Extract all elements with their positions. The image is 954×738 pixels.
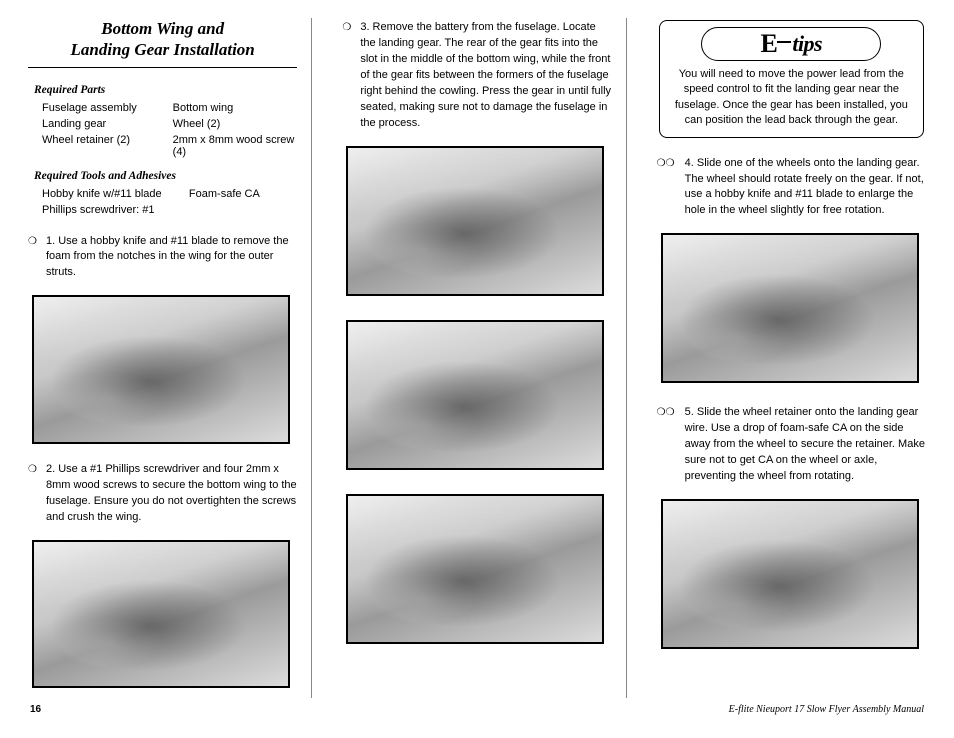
page-footer: 16 E-flite Nieuport 17 Slow Flyer Assemb… (28, 704, 926, 715)
footer-title: E-flite Nieuport 17 Slow Flyer Assembly … (729, 704, 924, 715)
required-parts-heading: Required Parts (34, 84, 297, 96)
required-tools-list: Hobby knife w/#11 blade Foam-safe CA Phi… (42, 188, 297, 216)
tool-cell (189, 204, 297, 216)
step-2-text: 2. Use a #1 Phillips screwdriver and fou… (46, 462, 297, 526)
column-2: ❍ 3. Remove the battery from the fuselag… (334, 18, 626, 698)
step-4-photo (661, 233, 919, 383)
section-title: Bottom Wing and Landing Gear Installatio… (28, 18, 297, 68)
step-2-photo (32, 540, 290, 688)
step-3-photo-c (346, 494, 604, 644)
step-5: ❍❍ 5. Slide the wheel retainer onto the … (657, 405, 926, 485)
section-title-line1: Bottom Wing and (101, 19, 224, 38)
checkbox-double-icon: ❍❍ (657, 405, 685, 485)
checkbox-double-icon: ❍❍ (657, 156, 685, 220)
tool-cell: Foam-safe CA (189, 188, 297, 200)
step-4: ❍❍ 4. Slide one of the wheels onto the l… (657, 156, 926, 220)
checkbox-icon: ❍ (342, 20, 360, 132)
tool-cell: Hobby knife w/#11 blade (42, 188, 183, 200)
step-5-text: 5. Slide the wheel retainer onto the lan… (685, 405, 926, 485)
etips-box: Etips You will need to move the power le… (659, 20, 924, 138)
part-cell: Wheel (2) (173, 118, 298, 130)
checkbox-icon: ❍ (28, 234, 46, 282)
etips-logo-e: E (760, 29, 777, 59)
page-columns: Bottom Wing and Landing Gear Installatio… (28, 18, 926, 698)
step-2: ❍ 2. Use a #1 Phillips screwdriver and f… (28, 462, 297, 526)
part-cell: Wheel retainer (2) (42, 134, 167, 158)
part-cell: Landing gear (42, 118, 167, 130)
page-number: 16 (30, 704, 41, 715)
etips-logo: Etips (701, 27, 881, 61)
column-1: Bottom Wing and Landing Gear Installatio… (28, 18, 312, 698)
tool-cell: Phillips screwdriver: #1 (42, 204, 183, 216)
step-1: ❍ 1. Use a hobby knife and #11 blade to … (28, 234, 297, 282)
required-tools-heading: Required Tools and Adhesives (34, 170, 297, 182)
step-4-text: 4. Slide one of the wheels onto the land… (685, 156, 926, 220)
step-1-text: 1. Use a hobby knife and #11 blade to re… (46, 234, 297, 282)
step-1-photo (32, 295, 290, 443)
step-3-text: 3. Remove the battery from the fuselage.… (360, 20, 611, 132)
dash-icon (777, 41, 791, 43)
part-cell: Bottom wing (173, 102, 298, 114)
column-3: Etips You will need to move the power le… (649, 18, 926, 698)
section-title-line2: Landing Gear Installation (71, 40, 255, 59)
part-cell: 2mm x 8mm wood screw (4) (173, 134, 298, 158)
checkbox-icon: ❍ (28, 462, 46, 526)
step-3-photo-b (346, 320, 604, 470)
part-cell: Fuselage assembly (42, 102, 167, 114)
etips-logo-text: tips (792, 31, 822, 57)
etips-text: You will need to move the power lead fro… (670, 67, 913, 129)
required-parts-list: Fuselage assembly Bottom wing Landing ge… (42, 102, 297, 158)
step-3-photo-a (346, 146, 604, 296)
step-5-photo (661, 499, 919, 649)
step-3: ❍ 3. Remove the battery from the fuselag… (342, 20, 611, 132)
